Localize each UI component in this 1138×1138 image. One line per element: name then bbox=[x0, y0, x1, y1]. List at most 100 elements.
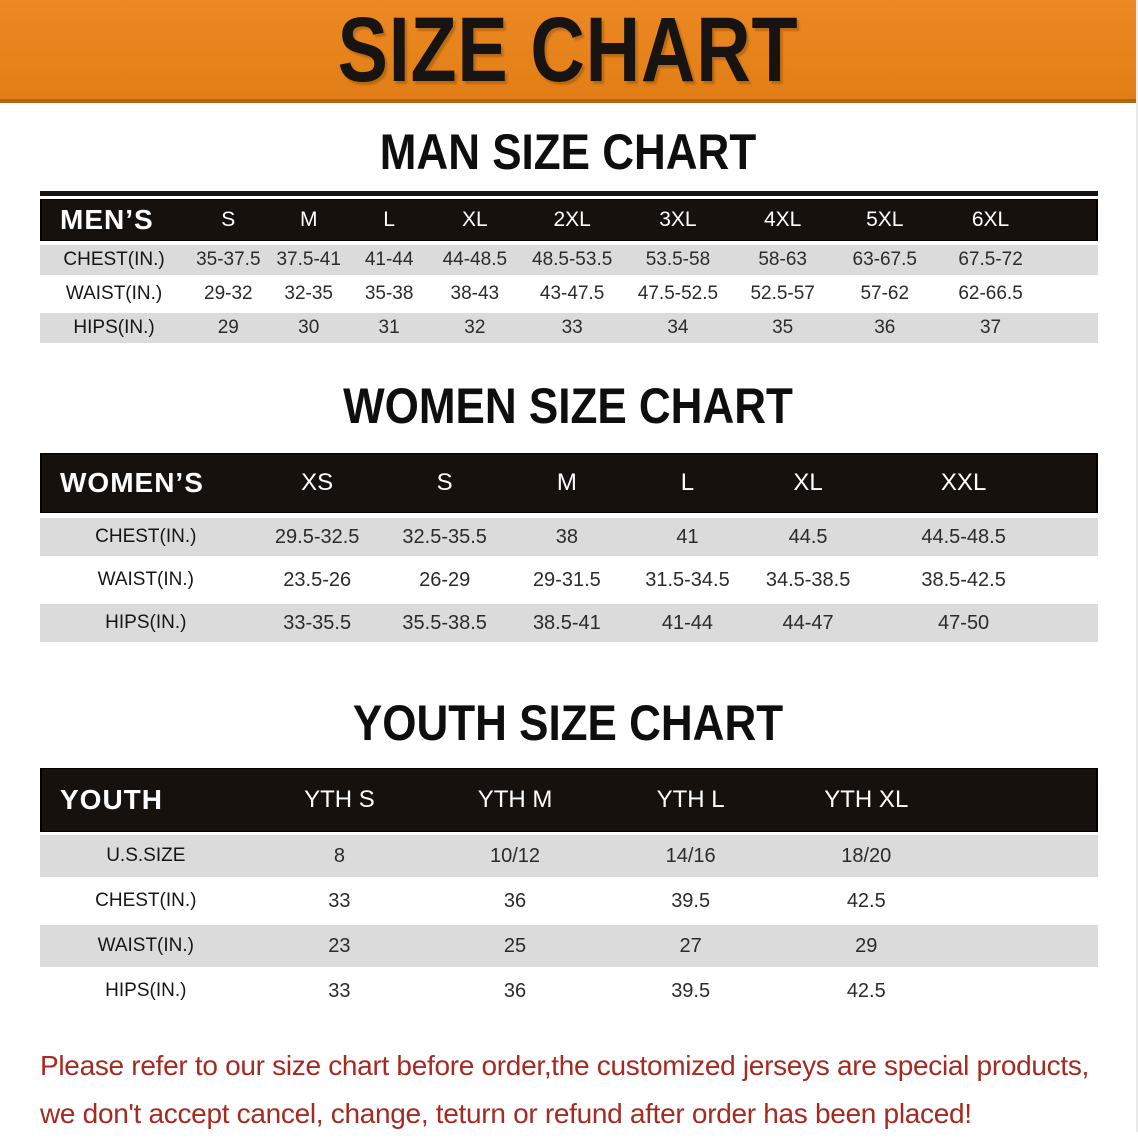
row-label: U.S.SIZE bbox=[40, 832, 252, 877]
table-row: HIPS(IN.) 33 36 39.5 42.5 bbox=[40, 967, 1098, 1012]
spacer-cell bbox=[954, 832, 1098, 877]
youth-size-table: YOUTH YTH S YTH M YTH L YTH XL U.S.SIZE 8 10/12… bbox=[40, 768, 1098, 1012]
spacer-cell bbox=[1045, 275, 1098, 309]
column-header: L bbox=[348, 199, 430, 241]
table-cell: 30 bbox=[268, 309, 349, 343]
column-header: M bbox=[268, 199, 349, 241]
table-cell: 35-38 bbox=[348, 275, 430, 309]
table-cell: 8 bbox=[251, 832, 428, 877]
table-cell: 29 bbox=[188, 309, 269, 343]
table-cell: 38-43 bbox=[429, 275, 521, 309]
table-cell: 57-62 bbox=[833, 275, 937, 309]
table-cell: 44-48.5 bbox=[429, 241, 521, 275]
women-size-table: WOMEN’S XS S M L XL XXL CHEST(IN.) 29.5-32.5 32.5… bbox=[40, 453, 1098, 642]
table-cell: 58-63 bbox=[731, 241, 834, 275]
column-header: XS bbox=[251, 453, 383, 513]
youth-size-section: YOUTH SIZE CHART YOUTH YTH S YTH M YTH L YTH… bbox=[0, 698, 1136, 1012]
header-row: YOUTH YTH S YTH M YTH L YTH XL bbox=[40, 768, 1098, 832]
spacer-cell bbox=[1058, 599, 1098, 642]
table-row: U.S.SIZE 8 10/12 14/16 18/20 bbox=[40, 832, 1098, 877]
table-row: WAIST(IN.) 23.5-26 26-29 29-31.5 31.5-34.5 34… bbox=[40, 556, 1098, 599]
table-row: HIPS(IN.) 29 30 31 32 33 34 35 36 37 bbox=[40, 309, 1098, 343]
youth-section-heading: YOUTH SIZE CHART bbox=[352, 695, 784, 751]
table-cell: 35-37.5 bbox=[188, 241, 269, 275]
table-cell: 41-44 bbox=[627, 599, 748, 642]
table-cell: 63-67.5 bbox=[833, 241, 937, 275]
table-cell: 29.5-32.5 bbox=[251, 513, 383, 556]
column-header: 6XL bbox=[936, 199, 1046, 241]
header-row: WOMEN’S XS S M L XL XXL bbox=[40, 453, 1098, 513]
table-cell: 32.5-35.5 bbox=[382, 513, 507, 556]
spacer-cell bbox=[1058, 453, 1098, 513]
row-label: WAIST(IN.) bbox=[40, 275, 189, 309]
table-cell: 42.5 bbox=[778, 877, 955, 922]
spacer-cell bbox=[954, 768, 1098, 832]
youth-table-slot: YOUTH YTH S YTH M YTH L YTH XL U.S.SIZE 8 10/12… bbox=[0, 768, 1136, 1012]
table-cell: 34.5-38.5 bbox=[747, 556, 869, 599]
column-header: M bbox=[506, 453, 628, 513]
table-row: CHEST(IN.) 35-37.5 37.5-41 41-44 44-48.5 48.5… bbox=[40, 241, 1098, 275]
table-cell: 10/12 bbox=[427, 832, 603, 877]
women-table-slot: WOMEN’S XS S M L XL XXL CHEST(IN.) 29.5-32.5 32.5… bbox=[0, 453, 1136, 642]
spacer-cell bbox=[954, 877, 1098, 922]
spacer-cell bbox=[1045, 199, 1098, 241]
table-row: CHEST(IN.) 33 36 39.5 42.5 bbox=[40, 877, 1098, 922]
table-cell: 14/16 bbox=[602, 832, 779, 877]
table-cell: 42.5 bbox=[778, 967, 955, 1012]
table-cell: 44-47 bbox=[747, 599, 869, 642]
table-cell: 37.5-41 bbox=[268, 241, 349, 275]
row-label: HIPS(IN.) bbox=[40, 599, 252, 642]
table-cell: 37 bbox=[936, 309, 1046, 343]
row-label: WAIST(IN.) bbox=[40, 922, 252, 967]
table-cell: 34 bbox=[623, 309, 732, 343]
footer-line-1: Please refer to our size chart before or… bbox=[40, 1050, 1090, 1081]
table-cell: 47.5-52.5 bbox=[623, 275, 732, 309]
table-cell: 29 bbox=[778, 922, 955, 967]
table-cell: 62-66.5 bbox=[936, 275, 1046, 309]
table-cell: 18/20 bbox=[778, 832, 955, 877]
row-label: CHEST(IN.) bbox=[40, 241, 189, 275]
table-cell: 31 bbox=[348, 309, 430, 343]
row-label: HIPS(IN.) bbox=[40, 967, 252, 1012]
column-header: YTH M bbox=[427, 768, 603, 832]
row-label: CHEST(IN.) bbox=[40, 877, 252, 922]
youth-corner-label: YOUTH bbox=[40, 768, 252, 832]
column-header: 4XL bbox=[731, 199, 834, 241]
table-cell: 33 bbox=[520, 309, 624, 343]
table-cell: 23.5-26 bbox=[251, 556, 383, 599]
table-cell: 35.5-38.5 bbox=[382, 599, 507, 642]
women-size-section: WOMEN SIZE CHART WOMEN’S XS S M L XL XXL CHEST(… bbox=[0, 381, 1136, 642]
table-cell: 33 bbox=[251, 877, 428, 922]
men-size-table: MEN’S S M L XL 2XL 3XL 4XL 5XL 6XL CHEST(IN.) 35-37… bbox=[40, 199, 1098, 343]
column-header: YTH L bbox=[602, 768, 779, 832]
row-label: HIPS(IN.) bbox=[40, 309, 189, 343]
column-header: 2XL bbox=[520, 199, 624, 241]
table-cell: 44.5-48.5 bbox=[868, 513, 1059, 556]
column-header: 5XL bbox=[833, 199, 937, 241]
men-size-section: MAN SIZE CHART MEN’S S M L XL 2XL 3XL 4XL 5XL 6XL… bbox=[0, 127, 1136, 343]
column-header: XXL bbox=[868, 453, 1059, 513]
table-row: CHEST(IN.) 29.5-32.5 32.5-35.5 38 41 44.5 44.5… bbox=[40, 513, 1098, 556]
table-cell: 27 bbox=[602, 922, 779, 967]
table-cell: 33-35.5 bbox=[251, 599, 383, 642]
table-cell: 23 bbox=[251, 922, 428, 967]
column-header: S bbox=[382, 453, 507, 513]
table-cell: 41-44 bbox=[348, 241, 430, 275]
table-row: HIPS(IN.) 33-35.5 35.5-38.5 38.5-41 41-44 44-… bbox=[40, 599, 1098, 642]
table-row: WAIST(IN.) 23 25 27 29 bbox=[40, 922, 1098, 967]
column-header: XL bbox=[747, 453, 869, 513]
table-cell: 38.5-42.5 bbox=[868, 556, 1059, 599]
table-cell: 53.5-58 bbox=[623, 241, 732, 275]
women-section-heading: WOMEN SIZE CHART bbox=[343, 378, 793, 434]
column-header: YTH S bbox=[251, 768, 428, 832]
header-row: MEN’S S M L XL 2XL 3XL 4XL 5XL 6XL bbox=[40, 199, 1098, 241]
size-chart-banner: SIZE CHART bbox=[0, 0, 1136, 103]
women-corner-label: WOMEN’S bbox=[40, 453, 252, 513]
men-section-heading: MAN SIZE CHART bbox=[379, 124, 757, 180]
table-cell: 33 bbox=[251, 967, 428, 1012]
table-cell: 39.5 bbox=[602, 967, 779, 1012]
spacer-cell bbox=[954, 922, 1098, 967]
men-table-slot: MEN’S S M L XL 2XL 3XL 4XL 5XL 6XL CHEST(IN.) 35-37… bbox=[0, 199, 1136, 343]
men-table-top-rule bbox=[40, 191, 1098, 196]
table-cell: 32 bbox=[429, 309, 521, 343]
